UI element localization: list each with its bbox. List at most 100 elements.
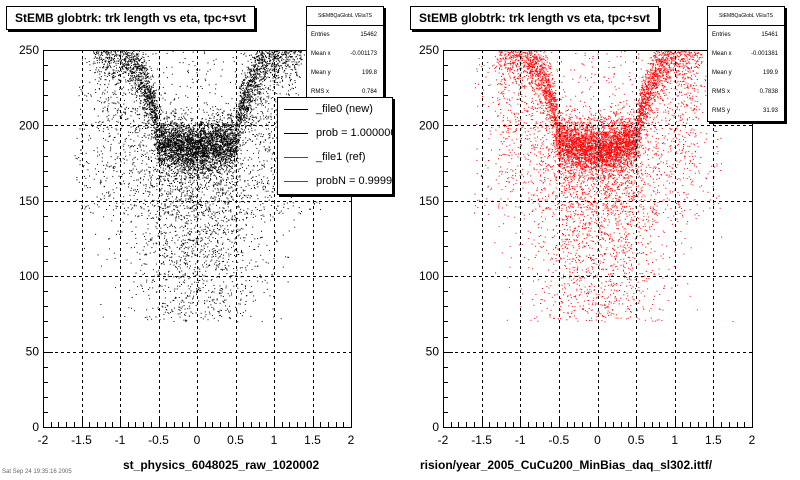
data-point [78,181,80,183]
data-point [216,162,218,164]
data-point [138,75,140,77]
data-point [201,212,203,214]
data-point [299,57,301,59]
data-point [147,88,149,90]
data-point [211,123,212,124]
data-point [219,141,220,143]
data-point [109,64,111,66]
data-point [239,303,241,305]
data-point [274,66,276,68]
data-point [243,84,244,86]
data-point [214,139,216,141]
data-point [262,165,264,167]
data-point [208,120,210,122]
data-point [274,58,276,60]
data-point [247,84,249,86]
data-point [186,141,187,143]
data-point [195,155,197,157]
data-point [200,135,202,137]
data-point [265,71,267,73]
data-point [206,187,208,189]
data-point [175,198,177,200]
data-point [215,131,217,133]
data-point [147,77,149,78]
data-point [230,115,231,117]
data-point [229,144,231,146]
data-point [274,232,276,234]
data-point [255,97,257,99]
data-point [189,277,191,279]
data-point [195,263,197,265]
data-point [257,51,258,53]
data-point [223,154,225,156]
data-point [250,88,252,90]
data-point [178,281,180,283]
data-point [255,207,257,209]
data-point [167,312,169,313]
data-point [231,129,233,131]
data-point [151,110,153,112]
data-point [183,125,185,127]
data-point [157,222,158,224]
data-point [272,80,274,82]
data-point [79,128,81,130]
data-point [261,68,263,70]
data-point [120,117,122,118]
data-point [152,96,154,98]
data-point [268,51,270,53]
data-point [175,178,177,180]
data-point [237,139,239,141]
data-point [244,108,246,110]
data-point [166,147,168,149]
data-point [172,189,174,191]
data-point [137,88,138,89]
data-point [232,145,234,147]
data-point [192,164,194,165]
data-point [231,181,233,183]
data-point [189,148,191,150]
data-point [149,212,151,214]
data-point [140,284,142,286]
data-point [190,200,192,202]
data-point [147,134,149,136]
data-point [179,168,181,170]
data-point [106,57,108,59]
data-point [274,77,276,79]
data-point [244,99,246,101]
data-point [81,90,83,92]
data-point [203,163,205,165]
data-point [112,209,114,211]
data-point [167,155,169,157]
data-point [210,296,211,298]
data-point [281,51,283,53]
data-point [164,123,166,125]
data-point [108,114,110,116]
data-point [254,99,256,101]
data-point [141,88,143,90]
data-point [264,60,266,62]
data-point [96,67,98,69]
data-point [275,51,277,53]
data-point [103,145,104,147]
data-point [190,311,192,313]
data-point [81,204,83,206]
data-point [182,162,184,164]
data-point [215,151,217,153]
data-point [166,115,168,117]
data-point [117,112,119,114]
data-point [141,95,143,96]
data-point [125,155,127,157]
data-point [225,210,226,212]
data-point [251,127,253,129]
data-point [254,180,256,181]
data-point [79,86,81,88]
data-point [151,70,153,71]
data-point [215,136,217,138]
data-point [245,125,247,127]
data-point [196,239,198,241]
data-point [170,145,172,146]
data-point [214,130,216,132]
data-point [266,96,268,98]
data-point [176,155,178,157]
data-point [201,138,202,140]
